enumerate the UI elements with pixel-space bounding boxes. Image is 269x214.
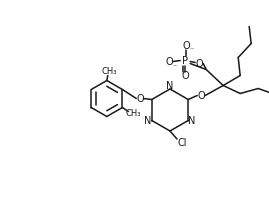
Text: N: N — [166, 80, 174, 91]
Text: O: O — [197, 91, 205, 101]
Text: ⁻: ⁻ — [189, 45, 193, 54]
Text: Cl: Cl — [177, 138, 187, 148]
Text: CH₃: CH₃ — [101, 67, 116, 76]
Text: O: O — [136, 94, 144, 104]
Text: N: N — [144, 116, 151, 125]
Text: ⁻: ⁻ — [172, 62, 176, 71]
Text: O: O — [182, 40, 190, 51]
Text: O: O — [165, 56, 173, 67]
Text: P: P — [182, 55, 188, 65]
Text: CH₃: CH₃ — [126, 109, 141, 118]
Text: O: O — [181, 70, 189, 80]
Text: O: O — [195, 58, 203, 68]
Text: N: N — [189, 116, 196, 125]
